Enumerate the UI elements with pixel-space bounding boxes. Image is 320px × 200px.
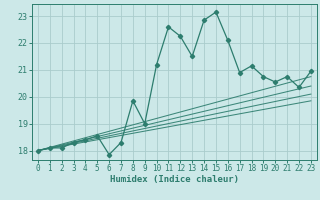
X-axis label: Humidex (Indice chaleur): Humidex (Indice chaleur)	[110, 175, 239, 184]
